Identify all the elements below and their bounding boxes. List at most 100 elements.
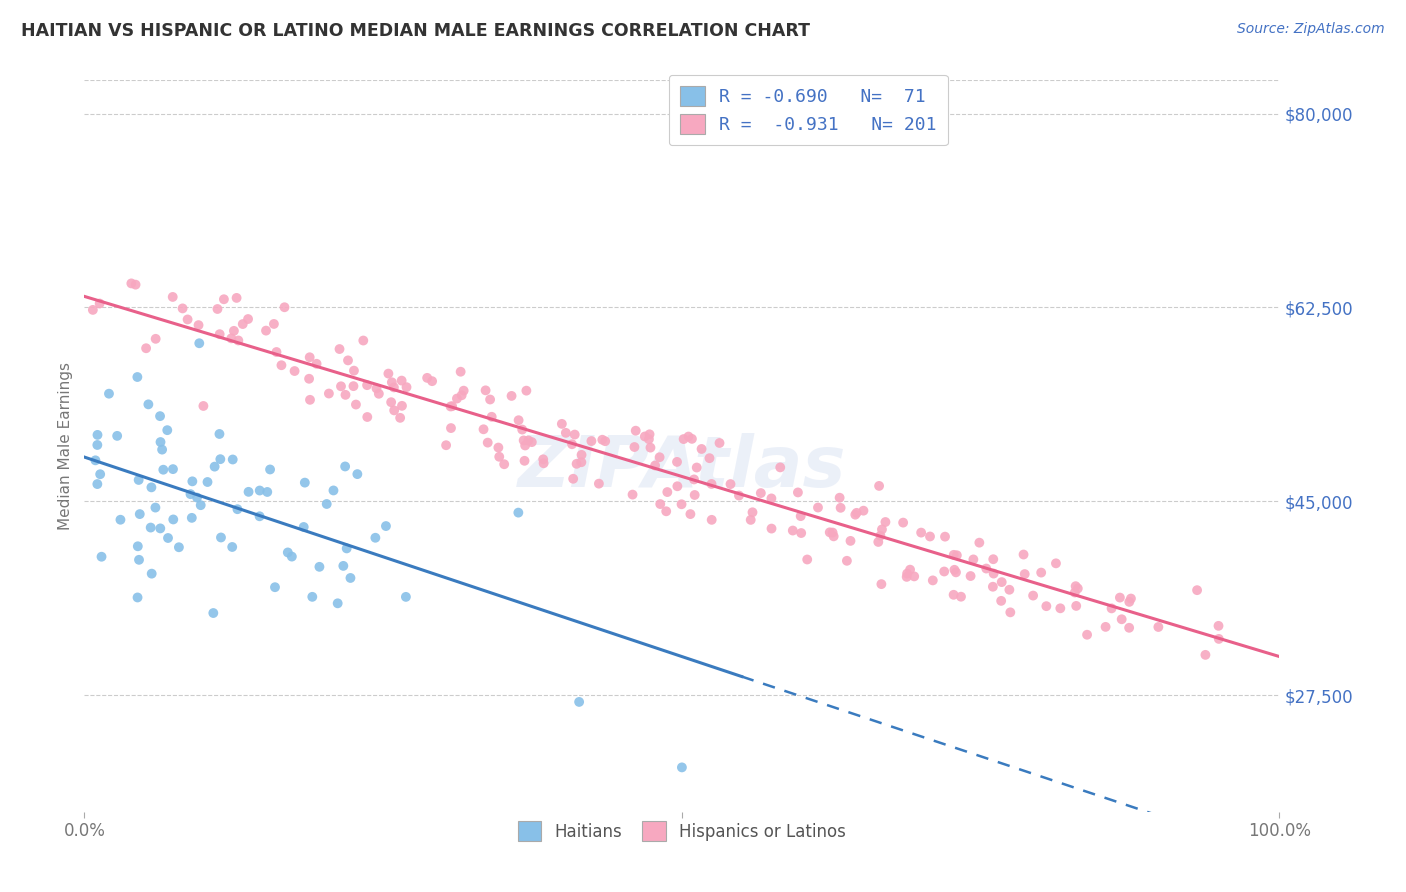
Point bbox=[787, 485, 810, 500]
Point bbox=[638, 432, 661, 446]
Point bbox=[1208, 619, 1230, 633]
Point bbox=[678, 429, 700, 443]
Point bbox=[672, 432, 695, 446]
Point bbox=[494, 457, 516, 471]
Point bbox=[839, 533, 862, 548]
Point bbox=[666, 455, 689, 469]
Point bbox=[298, 372, 321, 386]
Point bbox=[156, 423, 179, 437]
Point bbox=[226, 502, 249, 516]
Point bbox=[934, 565, 956, 579]
Point bbox=[1101, 601, 1123, 615]
Point bbox=[145, 500, 167, 515]
Point bbox=[208, 327, 231, 342]
Point bbox=[149, 521, 172, 535]
Point bbox=[128, 473, 150, 487]
Point bbox=[441, 399, 464, 413]
Point bbox=[634, 429, 657, 443]
Point bbox=[141, 480, 163, 494]
Point bbox=[1035, 599, 1057, 614]
Point bbox=[1000, 605, 1022, 619]
Point bbox=[150, 442, 173, 457]
Point bbox=[903, 569, 925, 583]
Point bbox=[141, 566, 163, 581]
Point bbox=[301, 590, 323, 604]
Point bbox=[728, 489, 751, 503]
Point bbox=[761, 522, 783, 536]
Point bbox=[990, 575, 1012, 590]
Point bbox=[898, 563, 921, 577]
Point bbox=[1064, 579, 1087, 593]
Point bbox=[335, 388, 357, 402]
Point bbox=[332, 558, 354, 573]
Point bbox=[709, 436, 731, 450]
Point bbox=[391, 399, 413, 413]
Point bbox=[152, 463, 174, 477]
Point bbox=[236, 312, 259, 326]
Legend: Haitians, Hispanics or Latinos: Haitians, Hispanics or Latinos bbox=[512, 814, 852, 847]
Point bbox=[1022, 589, 1045, 603]
Point bbox=[197, 475, 219, 489]
Point bbox=[501, 389, 523, 403]
Point bbox=[949, 590, 972, 604]
Point bbox=[479, 392, 502, 407]
Point bbox=[172, 301, 194, 316]
Point bbox=[343, 364, 366, 378]
Point bbox=[256, 485, 278, 500]
Point bbox=[520, 435, 543, 450]
Point bbox=[830, 500, 852, 515]
Point bbox=[127, 591, 149, 605]
Point bbox=[156, 531, 179, 545]
Point bbox=[315, 497, 337, 511]
Point bbox=[477, 435, 499, 450]
Point bbox=[187, 318, 209, 332]
Point bbox=[474, 384, 496, 398]
Point bbox=[356, 409, 378, 424]
Point bbox=[439, 400, 461, 414]
Point bbox=[588, 476, 610, 491]
Point bbox=[228, 334, 250, 348]
Point bbox=[638, 427, 661, 442]
Point bbox=[145, 332, 167, 346]
Point bbox=[264, 580, 287, 594]
Point bbox=[942, 548, 965, 562]
Point bbox=[149, 409, 172, 424]
Point bbox=[1118, 595, 1140, 609]
Point bbox=[700, 513, 723, 527]
Point bbox=[564, 427, 586, 442]
Point bbox=[167, 540, 190, 554]
Point bbox=[270, 358, 292, 372]
Point bbox=[382, 380, 405, 394]
Point bbox=[852, 504, 875, 518]
Point bbox=[581, 434, 603, 448]
Point bbox=[127, 370, 149, 384]
Point bbox=[179, 487, 201, 501]
Point bbox=[796, 552, 818, 566]
Point bbox=[89, 296, 111, 310]
Point bbox=[176, 312, 198, 326]
Point bbox=[624, 424, 647, 438]
Point bbox=[486, 441, 509, 455]
Point bbox=[446, 392, 468, 406]
Point bbox=[120, 277, 142, 291]
Y-axis label: Median Male Earnings: Median Male Earnings bbox=[58, 362, 73, 530]
Point bbox=[281, 549, 304, 564]
Point bbox=[921, 574, 943, 588]
Point bbox=[875, 515, 897, 529]
Point bbox=[472, 422, 495, 436]
Point bbox=[86, 438, 108, 452]
Text: ZIPAtlas: ZIPAtlas bbox=[517, 434, 846, 502]
Point bbox=[209, 531, 232, 545]
Point bbox=[395, 590, 418, 604]
Point bbox=[983, 566, 1005, 581]
Point bbox=[571, 448, 593, 462]
Point bbox=[741, 505, 763, 519]
Point bbox=[554, 425, 576, 440]
Point bbox=[1063, 585, 1085, 599]
Point bbox=[1118, 621, 1140, 635]
Point bbox=[821, 525, 844, 540]
Point bbox=[298, 351, 321, 365]
Point bbox=[1185, 583, 1208, 598]
Point bbox=[481, 409, 503, 424]
Point bbox=[380, 395, 402, 409]
